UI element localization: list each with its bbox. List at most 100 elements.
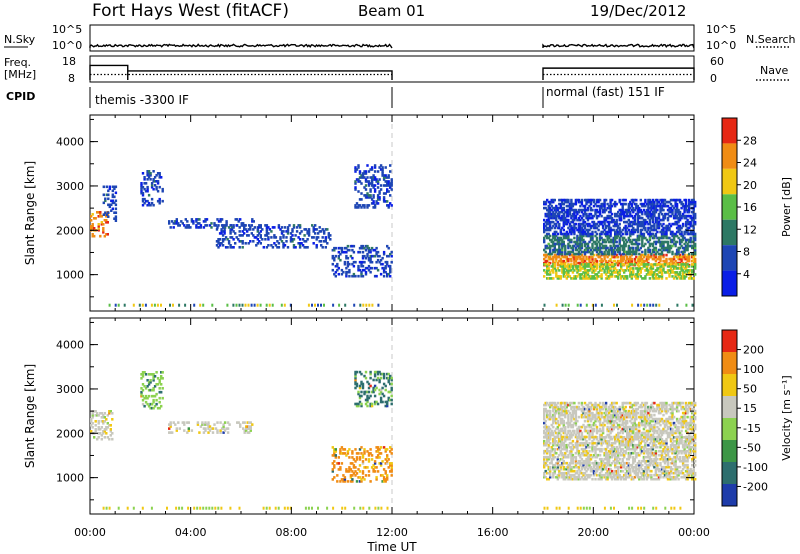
power-cell [669, 210, 673, 214]
power-cell [663, 216, 667, 220]
power-cell [641, 261, 644, 265]
power-cell [378, 260, 381, 264]
power-cell [565, 220, 568, 224]
velocity-cell [390, 386, 393, 390]
power-cell [565, 265, 568, 268]
power-cell [337, 266, 340, 270]
power-cell [623, 198, 626, 202]
power-cell [367, 250, 371, 254]
power-cell [600, 204, 603, 208]
power-cell [598, 259, 602, 263]
power-cell [550, 208, 553, 212]
power-cell [586, 263, 590, 266]
power-cell [354, 166, 357, 169]
power-cell [675, 277, 679, 280]
velocity-cell [600, 473, 603, 477]
velocity-cell [213, 423, 216, 426]
velocity-cell [585, 473, 588, 477]
power-cell [373, 190, 377, 193]
power-cell [672, 222, 676, 226]
velocity-cell [543, 465, 546, 469]
power-cell [588, 240, 591, 244]
power-cell [576, 252, 579, 256]
power-cell [567, 226, 570, 230]
power-cell [574, 277, 578, 280]
power-cell [639, 208, 642, 212]
power-cell [357, 190, 360, 193]
power-cell [363, 194, 366, 197]
velocity-cell [175, 427, 178, 430]
power-cell [387, 180, 390, 183]
power-cell [594, 224, 597, 228]
velocity-cell [638, 467, 641, 471]
power-cell [363, 260, 366, 264]
power-cell [553, 214, 556, 218]
power-cell [226, 238, 229, 241]
velocity-cell [219, 421, 222, 424]
velocity-cell [337, 456, 340, 459]
power-cell [691, 224, 694, 228]
velocity-cell [156, 377, 160, 380]
velocity-cell [570, 449, 573, 453]
power-cell [373, 274, 377, 278]
power-cell [559, 206, 562, 210]
power-cell [140, 182, 143, 185]
velocity-cell [583, 453, 587, 457]
power-cell [292, 238, 296, 241]
velocity-cell [196, 421, 200, 424]
power-cell [579, 238, 582, 242]
velocity-cell [650, 439, 653, 443]
velocity-cell [367, 454, 371, 457]
velocity-cell [657, 467, 661, 471]
power-cell [663, 204, 667, 208]
power-cell [582, 204, 585, 208]
power-cell [386, 176, 389, 179]
power-cell [218, 244, 222, 247]
power-cell [564, 303, 567, 307]
velocity-cell [549, 449, 552, 453]
power-cell [150, 184, 154, 187]
velocity-cell [665, 471, 668, 475]
power-cell [598, 267, 602, 270]
power-cell [351, 244, 354, 248]
power-cell [373, 170, 377, 173]
velocity-cell [386, 376, 389, 380]
velocity-cell [387, 390, 390, 394]
power-cell [152, 187, 155, 191]
power-cell [389, 164, 392, 167]
power-cell [659, 267, 662, 270]
velocity-cell [150, 373, 154, 376]
velocity-cell [390, 452, 393, 455]
power-cell [366, 176, 369, 179]
power-cell [149, 203, 152, 207]
velocity-cell [635, 437, 638, 441]
power-cell [241, 224, 244, 227]
velocity-cell [607, 441, 611, 445]
power-cell [574, 208, 578, 212]
velocity-cell [647, 475, 650, 479]
power-cell [675, 261, 679, 265]
power-cell [678, 200, 682, 204]
velocity-cell [662, 459, 665, 463]
power-cell [668, 228, 671, 232]
power-cell [574, 265, 578, 268]
power-cell [680, 226, 683, 230]
velocity-cell [186, 421, 189, 424]
power-cell [549, 220, 552, 224]
power-cell [248, 224, 251, 227]
power-cell [352, 274, 356, 278]
power-cell [675, 234, 679, 238]
power-cell [259, 234, 262, 237]
power-cell [547, 246, 550, 250]
velocity-cell [604, 477, 608, 481]
power-cell [175, 218, 178, 221]
velocity-cell [610, 461, 614, 465]
power-cell [93, 234, 96, 238]
power-cell [573, 208, 576, 212]
power-cell [657, 236, 661, 240]
power-cell [669, 267, 673, 270]
power-cell [692, 277, 695, 280]
power-cell [561, 265, 564, 268]
power-cell [243, 226, 246, 229]
velocity-cell [614, 473, 617, 477]
